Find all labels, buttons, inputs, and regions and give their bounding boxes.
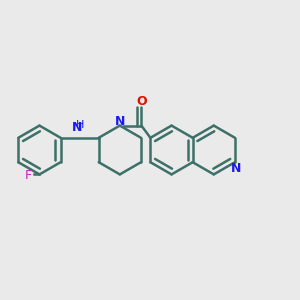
Text: N: N <box>115 115 125 128</box>
Text: F: F <box>25 169 32 182</box>
Text: N: N <box>72 121 82 134</box>
Text: O: O <box>136 95 147 108</box>
Text: H: H <box>76 120 84 130</box>
Text: N: N <box>231 162 242 175</box>
